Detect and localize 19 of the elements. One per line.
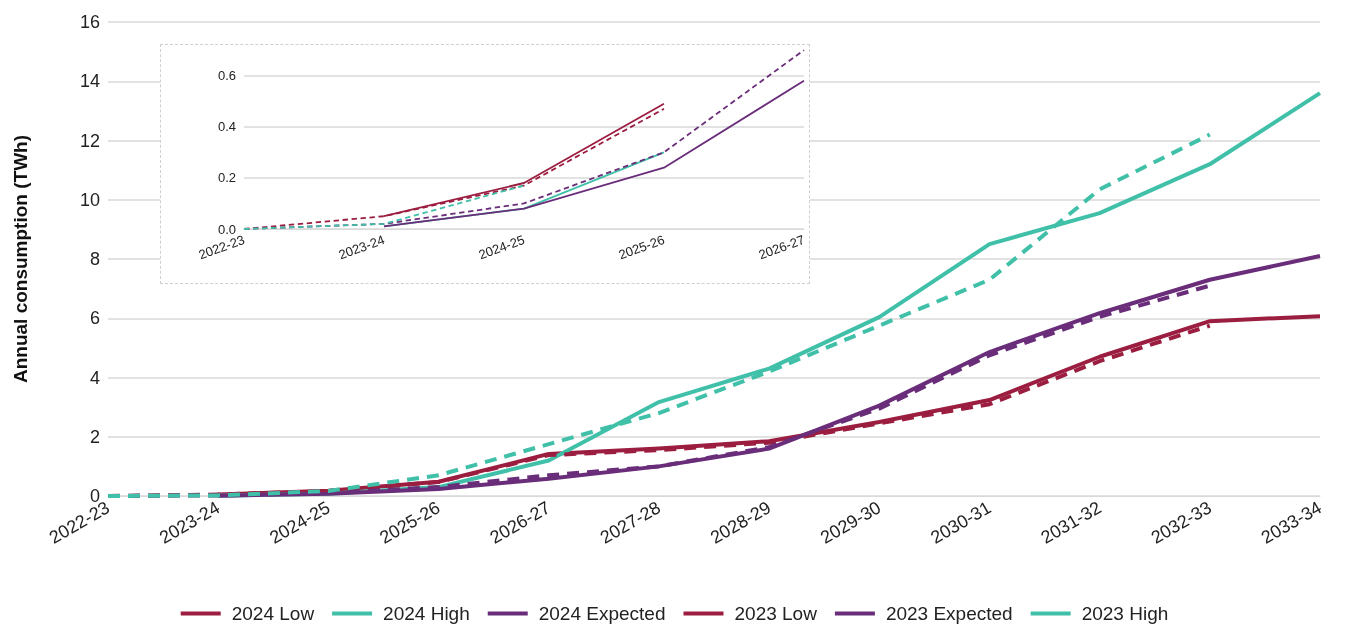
legend-label: 2024 High	[383, 603, 470, 624]
y-tick-label: 0.0	[217, 221, 236, 237]
y-tick-label: 10	[79, 189, 100, 210]
y-tick-label: 6	[89, 308, 100, 329]
legend-label: 2024 Expected	[538, 603, 666, 624]
y-tick-label: 0.4	[217, 119, 236, 135]
legend-label: 2024 Low	[231, 603, 315, 624]
y-axis-title: Annual consumption (TWh)	[10, 134, 31, 384]
y-tick-label: 2	[89, 426, 100, 447]
y-tick-label: 0.6	[217, 68, 236, 84]
y-tick-label: 16	[79, 12, 100, 32]
y-tick-label: 14	[79, 71, 100, 92]
y-tick-label: 12	[79, 130, 100, 151]
y-tick-label: 8	[89, 249, 100, 269]
legend-label: 2023 High	[1081, 603, 1169, 624]
y-tick-label: 4	[89, 367, 100, 388]
y-tick-label: 0.2	[217, 170, 236, 186]
legend-label: 2023 Low	[734, 603, 818, 624]
legend-label: 2023 Expected	[885, 603, 1013, 624]
